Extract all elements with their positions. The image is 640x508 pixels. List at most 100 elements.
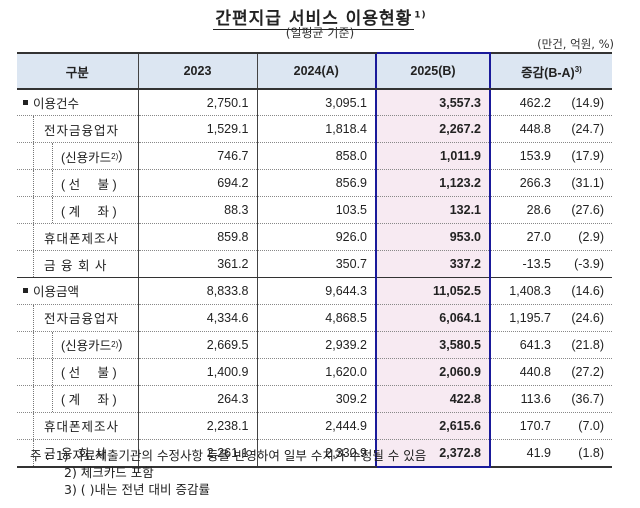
row-label-cell: 휴대폰제조사 xyxy=(17,223,138,252)
row-footnote: 2) xyxy=(111,151,119,161)
table-row: 전자금융업자 1,529.1 1,818.4 2,267.2 448.8 (24.… xyxy=(17,115,612,144)
subtitle: (일평균 기준) xyxy=(285,26,355,40)
cell-2024: 2,444.9 xyxy=(256,412,376,440)
cell-diff: 448.8 (24.7) xyxy=(489,115,612,144)
row-label: ( 선 불 ) xyxy=(61,366,117,381)
diff-amount: 448.8 xyxy=(519,122,551,137)
row-label-end: ) xyxy=(118,149,123,164)
cell-2023: 1,529.1 xyxy=(137,115,257,144)
cell-2025: 2,267.2 xyxy=(375,115,491,144)
diff-amount: 1,408.3 xyxy=(509,283,551,298)
row-label: 휴대폰제조사 xyxy=(44,420,120,435)
bullet-icon xyxy=(23,100,28,106)
cell-2023: 2,669.5 xyxy=(137,331,257,359)
cell-diff: -13.5 (-3.9) xyxy=(489,250,612,279)
table-row: 휴대폰제조사 859.8 926.0 953.0 27.0 (2.9) xyxy=(17,223,612,252)
row-label: ( 선 불 ) xyxy=(61,177,117,192)
row-label-cell: 휴대폰제조사 xyxy=(17,412,138,440)
row-label: 이용건수 xyxy=(33,97,80,112)
col-header-diff: 증감(B-A)3) xyxy=(489,52,612,90)
table-row: (신용카드 2)) 746.7 858.0 1,011.9 153.9 (17.9) xyxy=(17,142,612,171)
cell-diff: 28.6 (27.6) xyxy=(489,196,612,225)
diff-amount: 170.7 xyxy=(519,418,551,433)
cell-2023: 361.2 xyxy=(137,250,257,279)
cell-2025: 132.1 xyxy=(375,196,491,225)
diff-percent: (14.6) xyxy=(571,283,604,298)
cell-2024: 3,095.1 xyxy=(256,89,376,117)
row-label-cell: (신용카드 2)) xyxy=(17,142,138,171)
bullet-icon xyxy=(23,288,28,294)
table-row: 금 융 회 사 2,261.1 2,330.9 2,372.8 41.9 (1.8… xyxy=(17,439,612,468)
row-label: 전자금융업자 xyxy=(44,312,120,327)
diff-amount: 27.0 xyxy=(526,230,551,245)
diff-amount: 462.2 xyxy=(519,95,551,110)
diff-percent: (36.7) xyxy=(571,391,604,406)
diff-percent: (-3.9) xyxy=(574,257,604,272)
diff-amount: -13.5 xyxy=(522,257,552,272)
footnote-text: 2) 체크카드 포함 xyxy=(64,465,154,480)
row-label-cell: 금 융 회 사 xyxy=(17,250,138,279)
cell-2024: 856.9 xyxy=(256,169,376,198)
diff-percent: (1.8) xyxy=(578,445,604,460)
diff-amount: 28.6 xyxy=(526,203,551,218)
cell-2024: 2,939.2 xyxy=(256,331,376,359)
cell-diff: 440.8 (27.2) xyxy=(489,358,612,386)
diff-percent: (7.0) xyxy=(578,418,604,433)
diff-amount: 41.9 xyxy=(526,445,551,460)
table-row: ( 선 불 ) 694.2 856.9 1,123.2 266.3 (31.1) xyxy=(17,169,612,198)
row-label-cell: 전자금융업자 xyxy=(17,115,138,144)
cell-2024: 4,868.5 xyxy=(256,304,376,332)
row-label: 금 융 회 사 xyxy=(44,258,108,273)
cell-2023: 1,400.9 xyxy=(137,358,257,386)
cell-2025: 11,052.5 xyxy=(375,277,491,305)
row-label: (신용카드 xyxy=(61,339,112,354)
diff-header-footnote: 3) xyxy=(574,64,582,74)
table-row: 휴대폰제조사 2,238.1 2,444.9 2,615.6 170.7 (7.0… xyxy=(17,412,612,440)
row-label-cell: 전자금융업자 xyxy=(17,304,138,332)
cell-diff: 27.0 (2.9) xyxy=(489,223,612,252)
payment-service-table: 구분 2023 2024(A) 2025(B) 증감(B-A)3) 이용건수 2… xyxy=(17,52,612,468)
table-row: ( 선 불 ) 1,400.9 1,620.0 2,060.9 440.8 (27… xyxy=(17,358,612,386)
diff-percent: (27.6) xyxy=(571,203,604,218)
diff-amount: 641.3 xyxy=(519,337,551,352)
cell-diff: 1,408.3 (14.6) xyxy=(489,277,612,305)
diff-percent: (21.8) xyxy=(571,337,604,352)
cell-2024: 309.2 xyxy=(256,385,376,413)
cell-2025: 953.0 xyxy=(375,223,491,252)
table-row: ( 계 좌 ) 264.3 309.2 422.8 113.6 (36.7) xyxy=(17,385,612,413)
cell-2023: 264.3 xyxy=(137,385,257,413)
cell-diff: 1,195.7 (24.6) xyxy=(489,304,612,332)
row-label-cell: (신용카드 2)) xyxy=(17,331,138,359)
cell-diff: 113.6 (36.7) xyxy=(489,385,612,413)
diff-header-text: 증감(B-A) xyxy=(521,65,575,80)
row-label-end: ) xyxy=(118,337,123,352)
diff-amount: 153.9 xyxy=(519,149,551,164)
table-row: 금 융 회 사 361.2 350.7 337.2 -13.5 (-3.9) xyxy=(17,250,612,279)
cell-2023: 746.7 xyxy=(137,142,257,171)
cell-2025: 3,580.5 xyxy=(375,331,491,359)
row-label-cell: 금 융 회 사 xyxy=(17,439,138,468)
cell-2025: 2,060.9 xyxy=(375,358,491,386)
row-label-cell: 이용금액 xyxy=(17,277,138,305)
footnote-1: 주 : 1) 자료제출기관의 수정사항 등을 반영하여 일부 수치가 수정될 수… xyxy=(30,447,426,464)
diff-amount: 1,195.7 xyxy=(509,310,551,325)
table-row: (신용카드 2)) 2,669.5 2,939.2 3,580.5 641.3 (2… xyxy=(17,331,612,359)
cell-diff: 170.7 (7.0) xyxy=(489,412,612,440)
cell-2023: 2,261.1 xyxy=(137,439,257,468)
cell-2024: 926.0 xyxy=(256,223,376,252)
footnote-prefix: 주 : xyxy=(30,448,50,463)
diff-percent: (2.9) xyxy=(578,230,604,245)
cell-2025: 422.8 xyxy=(375,385,491,413)
row-label-cell: ( 계 좌 ) xyxy=(17,196,138,225)
cell-2024: 9,644.3 xyxy=(256,277,376,305)
cell-2024: 1,620.0 xyxy=(256,358,376,386)
row-label: 휴대폰제조사 xyxy=(44,231,120,246)
footnote-2: 2) 체크카드 포함 xyxy=(30,464,426,481)
row-label: 이용금액 xyxy=(33,285,80,300)
cell-2024: 350.7 xyxy=(256,250,376,279)
cell-diff: 266.3 (31.1) xyxy=(489,169,612,198)
title-text: 간편지급 서비스 이용현황 xyxy=(213,9,415,30)
cell-2025: 2,615.6 xyxy=(375,412,491,440)
col-header-2024: 2024(A) xyxy=(256,52,376,90)
cell-2023: 2,750.1 xyxy=(137,89,257,117)
